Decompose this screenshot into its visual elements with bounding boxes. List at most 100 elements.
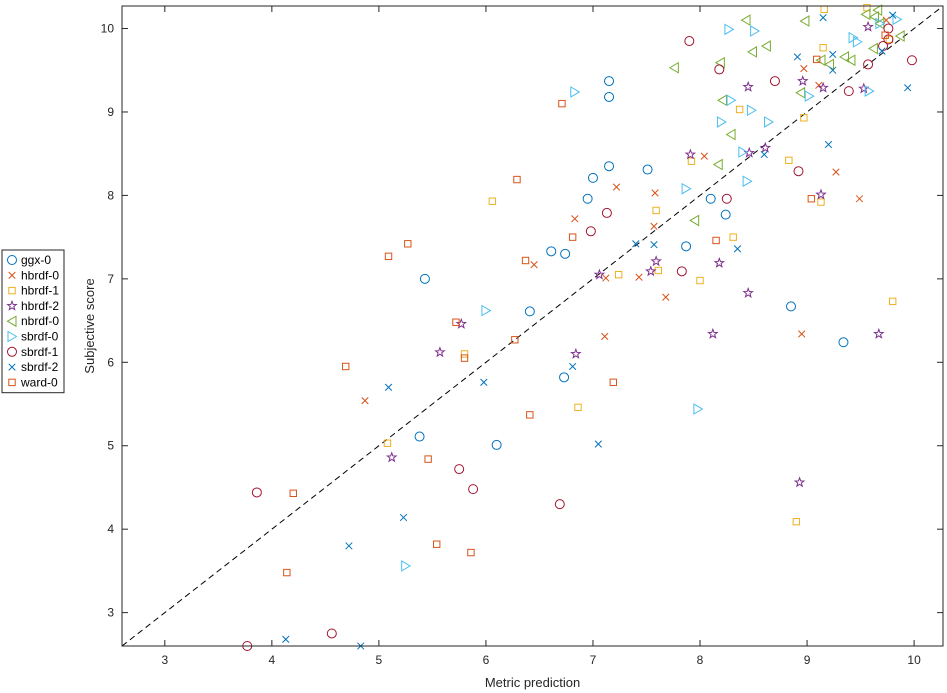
legend-marker: [8, 363, 16, 371]
data-point: [614, 270, 623, 279]
data-point: [832, 168, 840, 176]
legend-item-ggx-0: ggx-0: [7, 253, 51, 267]
data-point: [681, 241, 692, 252]
data-point: [693, 403, 704, 415]
data-point: [845, 54, 856, 67]
data-point: [852, 36, 863, 48]
data-point: [513, 175, 521, 184]
data-point: [817, 81, 829, 93]
data-point: [568, 233, 577, 241]
identity-reference-line: [121, 5, 944, 647]
data-point: [460, 350, 469, 358]
legend-box: [1, 249, 65, 394]
series-sbrdf-2: [282, 11, 912, 650]
data-point: [724, 23, 735, 36]
data-point: [769, 76, 780, 87]
data-point: [721, 193, 732, 204]
x-tick-label: 4: [269, 653, 276, 667]
legend-marker: [8, 378, 16, 387]
data-point: [568, 362, 577, 371]
data-point: [650, 255, 662, 267]
data-point: [554, 499, 565, 510]
legend-marker: [7, 255, 17, 265]
data-point: [750, 25, 761, 37]
data-point: [759, 141, 772, 153]
data-point: [481, 304, 492, 317]
x-tick-label: 5: [376, 653, 383, 667]
data-point: [889, 11, 897, 19]
data-point: [795, 86, 806, 99]
legend-marker: [6, 299, 18, 311]
x-tick-label: 6: [483, 653, 490, 667]
data-point: [863, 59, 874, 70]
legend-label: sbrdf-0: [21, 330, 59, 344]
data-point: [384, 252, 393, 261]
y-tick-label: 10: [101, 22, 115, 36]
data-point: [530, 261, 538, 269]
data-point: [786, 301, 797, 312]
reference-line-layer: [121, 5, 944, 647]
data-point: [716, 116, 727, 128]
x-tick-label: 7: [590, 653, 597, 667]
data-point: [594, 440, 602, 448]
data-point: [654, 266, 662, 275]
data-point: [570, 347, 582, 359]
data-point: [700, 152, 708, 160]
data-point: [345, 542, 353, 550]
series-hbrdf-2: [385, 20, 885, 488]
data-point: [282, 635, 290, 643]
data-point: [609, 378, 618, 387]
data-point: [714, 64, 725, 75]
data-point: [480, 378, 488, 386]
data-point: [839, 51, 850, 63]
data-point: [885, 35, 894, 44]
data-point: [746, 104, 757, 117]
data-point: [824, 140, 833, 149]
data-point: [800, 64, 808, 73]
data-point: [906, 55, 917, 66]
data-point: [601, 332, 609, 341]
data-point: [707, 327, 719, 339]
data-points-layer: [242, 3, 917, 651]
y-tick-label: 6: [107, 355, 114, 369]
data-point: [760, 40, 771, 52]
data-point: [705, 193, 716, 204]
data-point: [361, 397, 369, 405]
data-point: [414, 431, 425, 442]
data-point: [560, 248, 571, 259]
data-point: [720, 209, 731, 220]
data-point: [738, 146, 749, 158]
data-point: [684, 148, 697, 160]
y-tick-label: 8: [107, 188, 114, 202]
data-point: [819, 14, 827, 22]
data-point: [283, 568, 291, 577]
data-point: [399, 513, 408, 522]
series-hbrdf-1: [383, 3, 897, 526]
data-point: [689, 214, 700, 227]
data-point: [526, 411, 534, 419]
data-point: [717, 94, 727, 107]
data-point: [521, 256, 530, 265]
legend-marker: [7, 330, 18, 343]
legend-label: sbrdf-1: [21, 345, 59, 359]
data-point: [645, 265, 657, 277]
data-point: [867, 42, 878, 55]
data-point: [804, 90, 815, 102]
data-point: [585, 226, 596, 237]
data-point: [742, 286, 754, 298]
data-point: [652, 206, 660, 215]
data-point: [662, 293, 670, 301]
data-point: [460, 354, 469, 362]
legend-label: hbrdf-0: [21, 268, 59, 282]
series-ggx-0: [414, 76, 849, 450]
x-tick-label: 10: [907, 653, 921, 667]
data-point: [401, 560, 412, 572]
y-tick-label: 3: [107, 606, 114, 620]
data-point: [820, 5, 828, 14]
data-point: [894, 30, 905, 42]
data-point: [904, 84, 912, 92]
data-point: [815, 81, 823, 89]
data-point: [874, 17, 885, 30]
plot-area-frame: [121, 5, 944, 647]
